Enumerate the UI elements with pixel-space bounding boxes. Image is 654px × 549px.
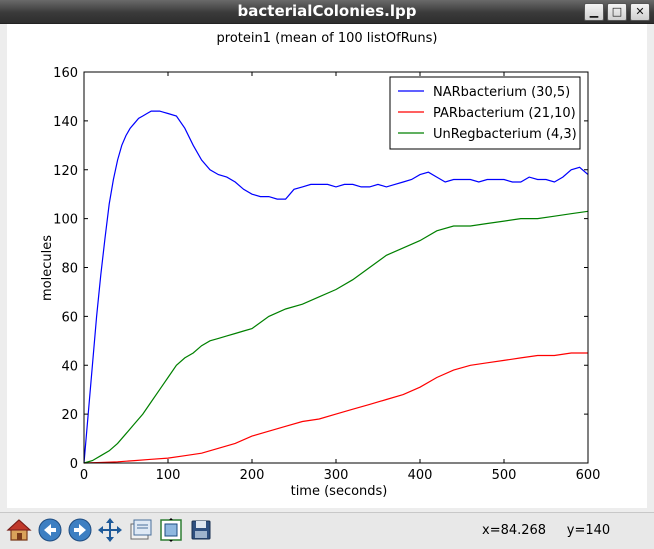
y-tick-label: 0 (70, 457, 78, 472)
title-bar[interactable]: bacterialColonies.lpp ▁ □ ✕ (0, 0, 654, 24)
home-icon[interactable] (6, 517, 32, 543)
x-tick-label: 600 (576, 468, 601, 483)
x-tick-label: 500 (492, 468, 517, 483)
subplots-icon[interactable] (158, 517, 184, 543)
x-coordinate-readout: x=84.268 (482, 523, 547, 538)
y-tick-label: 80 (61, 262, 78, 277)
minimize-button[interactable]: ▁ (584, 3, 604, 21)
maximize-button[interactable]: □ (607, 3, 627, 21)
legend-label-0: NARbacterium (30,5) (433, 85, 570, 100)
y-tick-label: 140 (53, 115, 78, 130)
forward-icon[interactable] (67, 517, 93, 543)
zoom-icon[interactable] (128, 517, 154, 543)
series-line-0 (83, 110, 589, 464)
navigation-toolbar: x=84.268 y=140 (0, 512, 654, 549)
x-tick-label: 400 (408, 468, 433, 483)
plot-area: 0 100 200 300 400 500 600 0 20 40 60 80 100 120 140 160… (53, 66, 600, 483)
save-icon[interactable] (188, 517, 214, 543)
x-tick-label: 200 (240, 468, 265, 483)
chart-title: protein1 (mean of 100 listOfRuns) (217, 31, 438, 46)
line-chart: protein1 (mean of 100 listOfRuns) 0 100 20… (40, 31, 600, 499)
series-line-1 (83, 352, 588, 464)
y-tick-label: 40 (61, 359, 78, 374)
x-tick-label: 100 (156, 468, 181, 483)
window-title: bacterialColonies.lpp (237, 2, 417, 20)
close-button[interactable]: ✕ (630, 3, 650, 21)
y-tick-label: 160 (53, 66, 78, 81)
cursor-coordinates: x=84.268 y=140 (482, 523, 610, 538)
legend-label-1: PARbacterium (21,10) (433, 106, 576, 121)
y-tick-label: 60 (61, 310, 78, 325)
y-tick-label: 120 (53, 164, 78, 179)
x-tick-label: 300 (324, 468, 349, 483)
y-coordinate-readout: y=140 (566, 523, 611, 538)
series-line-2 (83, 210, 589, 464)
y-tick-label: 100 (53, 213, 78, 228)
legend-box (389, 76, 581, 150)
x-axis-label: time (seconds) (291, 484, 388, 499)
figure-canvas[interactable]: protein1 (mean of 100 listOfRuns) 0 100 20… (7, 24, 647, 508)
y-tick-label: 20 (61, 408, 78, 423)
pan-icon[interactable] (97, 517, 123, 543)
legend-label-2: UnRegbacterium (4,3) (433, 127, 577, 142)
back-icon[interactable] (37, 517, 63, 543)
y-axis-label: molecules (40, 235, 55, 301)
x-tick-label: 0 (80, 468, 88, 483)
